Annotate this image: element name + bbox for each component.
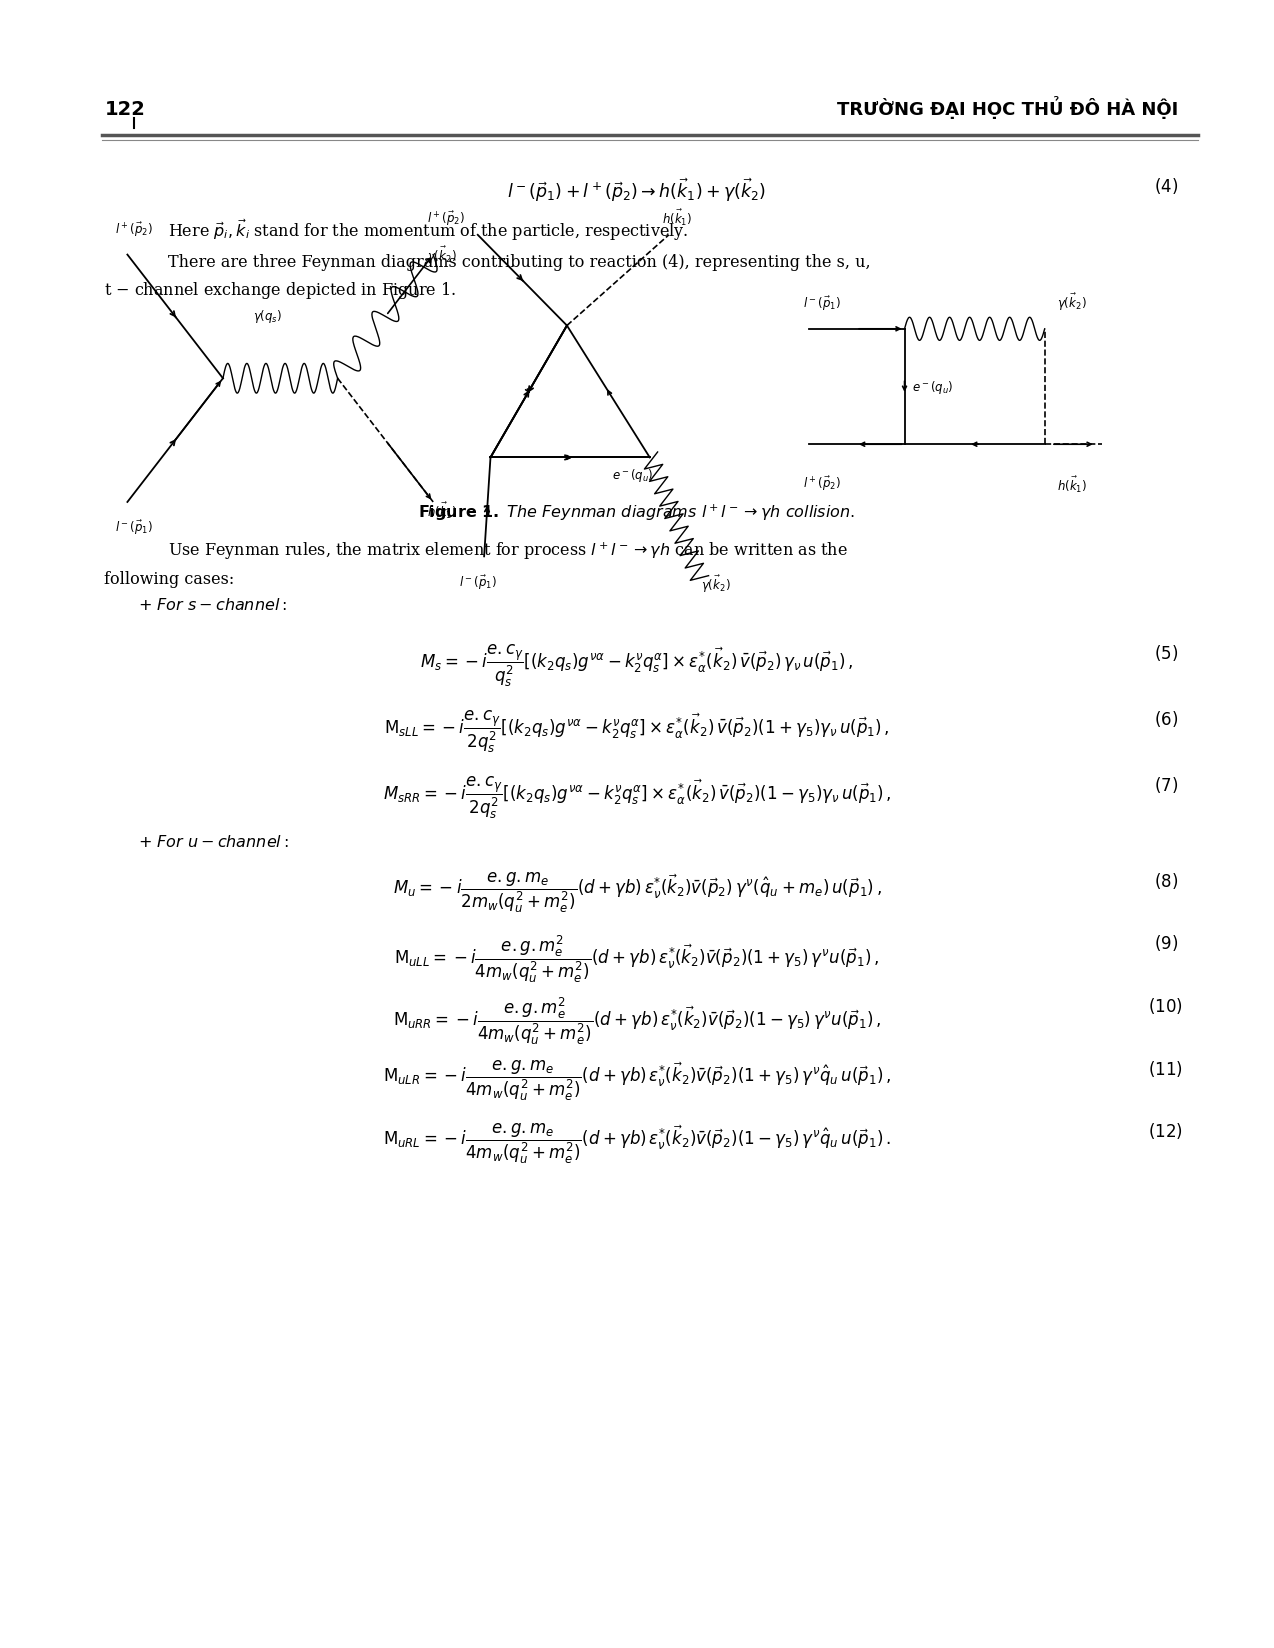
Text: $h(\vec{k}_1)$: $h(\vec{k}_1)$: [427, 501, 457, 521]
Text: $l^+(\vec{p}_2)$: $l^+(\vec{p}_2)$: [803, 475, 841, 493]
Text: $h(\vec{k}_1)$: $h(\vec{k}_1)$: [662, 208, 693, 227]
Text: $\gamma(\vec{k}_2)$: $\gamma(\vec{k}_2)$: [701, 574, 730, 595]
Text: Use Feynman rules, the matrix element for process $l^+l^- \rightarrow \gamma h$ : Use Feynman rules, the matrix element fo…: [168, 541, 848, 562]
Text: $\mathbf{Figure\ 1.}$ $\it{The\ Feynman\ diagrams\ }$$l^+l^- \rightarrow \gamma : $\mathbf{Figure\ 1.}$ $\it{The\ Feynman\…: [418, 503, 856, 522]
Text: $e^-(q_u)$: $e^-(q_u)$: [612, 466, 654, 483]
Text: $(9)$: $(9)$: [1154, 933, 1177, 953]
Text: Here $\vec{p}_i,\vec{k}_i$ stand for the momentum of the particle, respectively.: Here $\vec{p}_i,\vec{k}_i$ stand for the…: [168, 218, 688, 242]
Text: $l^-(\vec{p}_1)$: $l^-(\vec{p}_1)$: [459, 574, 497, 592]
Text: $M_s = -i\dfrac{e.c_\gamma}{q_s^{2}}[(k_2 q_s)g^{\nu\alpha} - k_2^\nu q_s^\alpha: $M_s = -i\dfrac{e.c_\gamma}{q_s^{2}}[(k_…: [420, 643, 854, 689]
Text: $(5)$: $(5)$: [1154, 643, 1177, 662]
Text: $l^-(\vec{p}_1)$: $l^-(\vec{p}_1)$: [803, 295, 841, 313]
Text: $(8)$: $(8)$: [1154, 870, 1177, 890]
Text: $(7)$: $(7)$: [1154, 775, 1177, 794]
Text: $(4)$: $(4)$: [1154, 176, 1177, 196]
Text: $\mathrm{M}_{sLL} = -i\dfrac{e.c_\gamma}{2q_s^{2}}[(k_2 q_s)g^{\nu\alpha} - k_2^: $\mathrm{M}_{sLL} = -i\dfrac{e.c_\gamma}…: [385, 709, 889, 755]
Text: $\mathrm{M}_{uRR} = -i\dfrac{e.g.m_e^{2}}{4m_w(q_u^{2}+m_e^{2})}(d+\gamma b)\,\v: $\mathrm{M}_{uRR} = -i\dfrac{e.g.m_e^{2}…: [392, 995, 882, 1046]
Text: $M_u = -i\dfrac{e.g.m_e}{2m_w(q_u^{2}+m_e^{2})}(d+\gamma b)\,\varepsilon_\nu^{*}: $M_u = -i\dfrac{e.g.m_e}{2m_w(q_u^{2}+m_…: [392, 870, 882, 915]
Text: $(12)$: $(12)$: [1148, 1121, 1184, 1140]
Text: 122: 122: [104, 99, 145, 119]
Text: $M_{sRR} = -i\dfrac{e.c_\gamma}{2q_s^{2}}[(k_2 q_s)g^{\nu\alpha} - k_2^\nu q_s^\: $M_{sRR} = -i\dfrac{e.c_\gamma}{2q_s^{2}…: [382, 775, 892, 821]
Text: following cases:: following cases:: [104, 570, 234, 587]
Text: $\mathrm{M}_{uLL} = -i\dfrac{e.g.m_e^{2}}{4m_w(q_u^{2}+m_e^{2})}(d+\gamma b)\,\v: $\mathrm{M}_{uLL} = -i\dfrac{e.g.m_e^{2}…: [395, 933, 879, 984]
Text: $\gamma(\vec{k}_2)$: $\gamma(\vec{k}_2)$: [1057, 292, 1087, 313]
Text: $+$ $\mathit{For\ u}-\mathit{channel:}$: $+$ $\mathit{For\ u}-\mathit{channel:}$: [138, 834, 288, 850]
Text: $\gamma(q_s)$: $\gamma(q_s)$: [254, 308, 282, 325]
Text: $l^+(\vec{p}_2)$: $l^+(\vec{p}_2)$: [427, 209, 465, 227]
Text: $\gamma(\vec{k}_2)$: $\gamma(\vec{k}_2)$: [427, 246, 456, 265]
Text: $l^-(\vec{p}_1)+l^+(\vec{p}_2) \rightarrow h(\vec{k}_1)+\gamma(\vec{k}_2)$: $l^-(\vec{p}_1)+l^+(\vec{p}_2) \rightarr…: [507, 176, 767, 204]
Text: $l^-(\vec{p}_1)$: $l^-(\vec{p}_1)$: [115, 519, 153, 537]
Text: There are three Feynman diagrams contributing to reaction (4), representing the : There are three Feynman diagrams contrib…: [168, 254, 871, 270]
Text: $h(\vec{k}_1)$: $h(\vec{k}_1)$: [1057, 475, 1088, 494]
Text: $e^-(q_u)$: $e^-(q_u)$: [912, 379, 954, 396]
Text: $l^+(\vec{p}_2)$: $l^+(\vec{p}_2)$: [115, 221, 153, 239]
Text: $(11)$: $(11)$: [1148, 1058, 1184, 1078]
Text: TRƯỜNG ĐẠI HỌC THỦ ĐÔ HÀ NỘI: TRƯỜNG ĐẠI HỌC THỦ ĐÔ HÀ NỘI: [837, 96, 1178, 119]
Text: t $-$ channel exchange depicted in Figure 1.: t $-$ channel exchange depicted in Figur…: [104, 280, 456, 302]
Text: $(10)$: $(10)$: [1148, 995, 1184, 1015]
Text: $\mathrm{M}_{uLR} = -i\dfrac{e.g.m_e}{4m_w(q_u^{2}+m_e^{2})}(d+\gamma b)\,\varep: $\mathrm{M}_{uLR} = -i\dfrac{e.g.m_e}{4m…: [383, 1058, 891, 1103]
Text: $\mathrm{M}_{uRL} = -i\dfrac{e.g.m_e}{4m_w(q_u^{2}+m_e^{2})}(d+\gamma b)\,\varep: $\mathrm{M}_{uRL} = -i\dfrac{e.g.m_e}{4m…: [383, 1121, 891, 1165]
Text: $+$ $\mathit{For\ s}-\mathit{channel:}$: $+$ $\mathit{For\ s}-\mathit{channel:}$: [138, 597, 287, 613]
Text: $(6)$: $(6)$: [1154, 709, 1177, 728]
